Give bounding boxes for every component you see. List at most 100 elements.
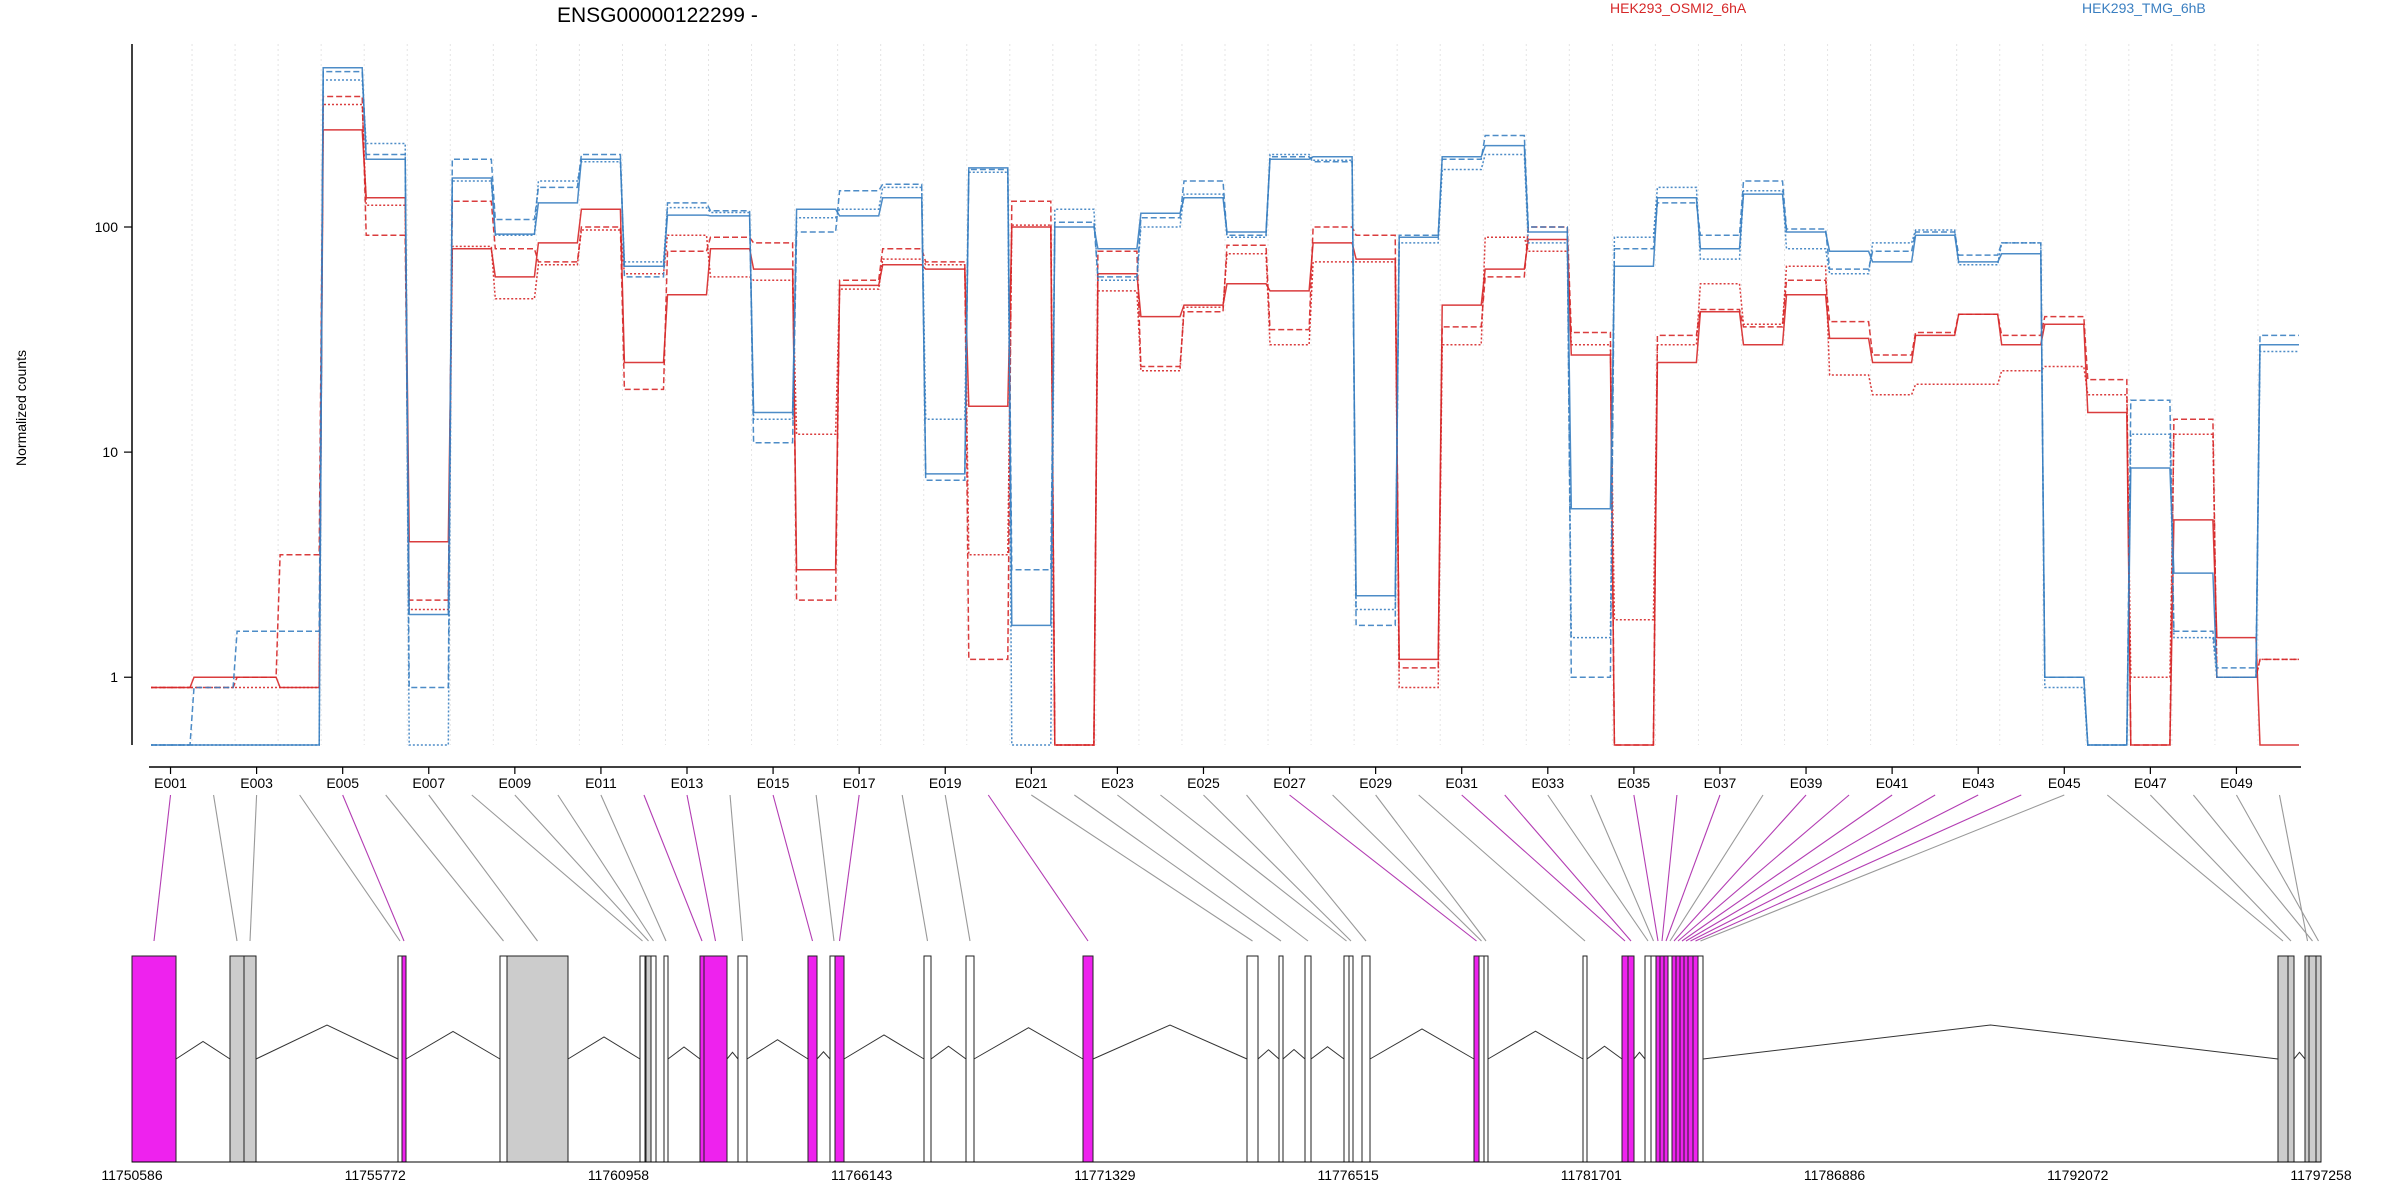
- intron-line: [726, 1051, 739, 1060]
- x-tick-label: E047: [2134, 775, 2167, 791]
- exon-connector: [772, 794, 814, 942]
- x-tick-label: E043: [1962, 775, 1995, 791]
- x-tick-label: E029: [1359, 775, 1392, 791]
- exon-box: [401, 955, 407, 1163]
- exon-connector: [1074, 794, 1282, 942]
- exon-connector: [1246, 794, 1367, 942]
- intron-line: [1702, 1024, 2279, 1060]
- exon-connector: [1590, 794, 1655, 942]
- exon-box: [2308, 955, 2317, 1163]
- intron-line: [667, 1046, 701, 1060]
- count-series: [151, 66, 2299, 746]
- intron-line: [843, 1034, 925, 1060]
- exon-box: [1655, 955, 1661, 1163]
- x-tick-label: E037: [1704, 775, 1737, 791]
- exon-box: [1278, 955, 1284, 1163]
- exon-connector: [249, 794, 258, 942]
- x-tick-label: E031: [1445, 775, 1478, 791]
- exon-box: [1683, 955, 1689, 1163]
- intron-line: [255, 1024, 399, 1060]
- intron-line: [1369, 1028, 1475, 1060]
- intron-line: [1282, 1048, 1306, 1060]
- exon-box: [703, 955, 728, 1163]
- exon-box: [397, 955, 403, 1163]
- genomic-tick-label: 11766143: [831, 1167, 892, 1183]
- exon-connector: [1690, 794, 1979, 942]
- exon-box: [1082, 955, 1094, 1163]
- y-axis-label: Normalized counts: [13, 350, 29, 466]
- exon-box: [1692, 955, 1699, 1163]
- exon-connector: [1461, 794, 1626, 942]
- exon-connector: [901, 794, 929, 942]
- legend-entry-osmi2: HEK293_OSMI2_6hA: [1610, 0, 1747, 16]
- exon-connector: [815, 794, 835, 942]
- x-tick-label: E025: [1187, 775, 1220, 791]
- x-tick-label: E039: [1790, 775, 1823, 791]
- exon-box: [1473, 955, 1480, 1163]
- x-tick-label: E019: [929, 775, 962, 791]
- x-tick-label: E015: [757, 775, 790, 791]
- genomic-tick-label: 11792072: [2047, 1167, 2108, 1183]
- series-line: [151, 79, 2299, 746]
- exon-box: [1671, 955, 1677, 1163]
- x-tick-label: E023: [1101, 775, 1134, 791]
- y-tick-label: 1: [110, 669, 118, 685]
- exon-connector: [944, 794, 971, 942]
- x-tick-label: E001: [154, 775, 187, 791]
- x-tick-label: E011: [585, 775, 617, 791]
- x-tick-label: E033: [1531, 775, 1564, 791]
- exon-grid-lines: [191, 44, 2259, 745]
- intron-line: [1586, 1045, 1623, 1060]
- exon-connector: [2278, 794, 2309, 942]
- exon-box: [229, 955, 245, 1163]
- exon-box: [1679, 955, 1685, 1163]
- exon-box: [923, 955, 932, 1163]
- exon-box: [663, 955, 669, 1163]
- x-tick-label: E005: [326, 775, 359, 791]
- exon-box: [1659, 955, 1665, 1163]
- exon-box: [650, 955, 657, 1163]
- intron-line: [2293, 1051, 2306, 1060]
- exon-box: [1348, 955, 1354, 1163]
- intron-line: [1487, 1030, 1584, 1060]
- exon-box: [2287, 955, 2295, 1163]
- exon-connector: [1160, 794, 1347, 942]
- exon-box: [1478, 955, 1485, 1163]
- intron-line: [1092, 1024, 1248, 1060]
- exon-connector: [1289, 794, 1477, 942]
- exon-connector: [1418, 794, 1586, 942]
- x-tick-label: E021: [1015, 775, 1048, 791]
- exon-connector: [1665, 794, 1721, 942]
- exon-connector: [729, 794, 744, 942]
- intron-line: [1633, 1051, 1646, 1060]
- exon-box: [834, 955, 845, 1163]
- exon-connector: [1031, 794, 1253, 942]
- x-tick-label: E007: [412, 775, 445, 791]
- exon-box: [737, 955, 748, 1163]
- exon-box: [1667, 955, 1673, 1163]
- exon-connector: [2192, 794, 2313, 942]
- exon-connector: [1117, 794, 1309, 942]
- exon-connector: [153, 794, 172, 942]
- exon-connector: [2149, 794, 2292, 942]
- exon-box: [807, 955, 818, 1163]
- intron-line: [930, 1045, 967, 1060]
- exon-connector: [600, 794, 667, 942]
- exon-box: [1627, 955, 1635, 1163]
- genomic-tick-label: 11760958: [588, 1167, 649, 1183]
- exon-box: [645, 955, 652, 1163]
- exon-connector: [1685, 794, 1936, 942]
- count-axes: 1 10 100 E001 E003 E005 E007 E009 E011 E013 E015 E0…: [95, 44, 2301, 791]
- exon-connector: [1547, 794, 1649, 942]
- exon-connectors: [153, 794, 2319, 942]
- intron-line: [816, 1051, 831, 1060]
- exon-box: [1687, 955, 1694, 1163]
- exon-connector: [2235, 794, 2319, 942]
- exon-connector: [213, 794, 238, 942]
- exon-connector: [557, 794, 654, 942]
- exon-connector: [428, 794, 538, 942]
- genomic-tick-label: 11786886: [1804, 1167, 1865, 1183]
- intron-line: [405, 1030, 501, 1060]
- exon-connector: [1700, 794, 2065, 942]
